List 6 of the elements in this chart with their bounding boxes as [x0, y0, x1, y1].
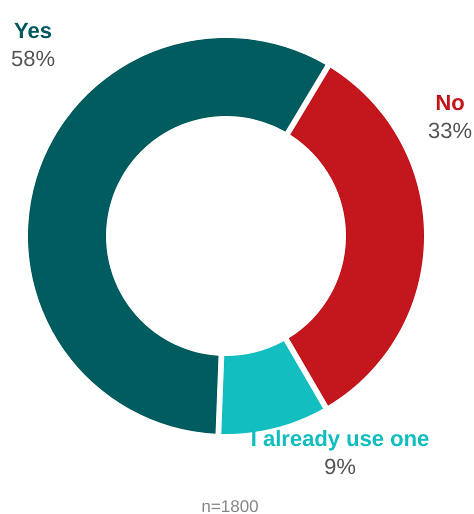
data-label: 33%	[428, 118, 472, 143]
data-label: 58%	[10, 46, 56, 71]
slice-label: Yes	[14, 18, 52, 43]
data-label: 9%	[324, 454, 356, 479]
slice-label: No	[435, 90, 465, 115]
text: n=1800	[201, 497, 259, 514]
